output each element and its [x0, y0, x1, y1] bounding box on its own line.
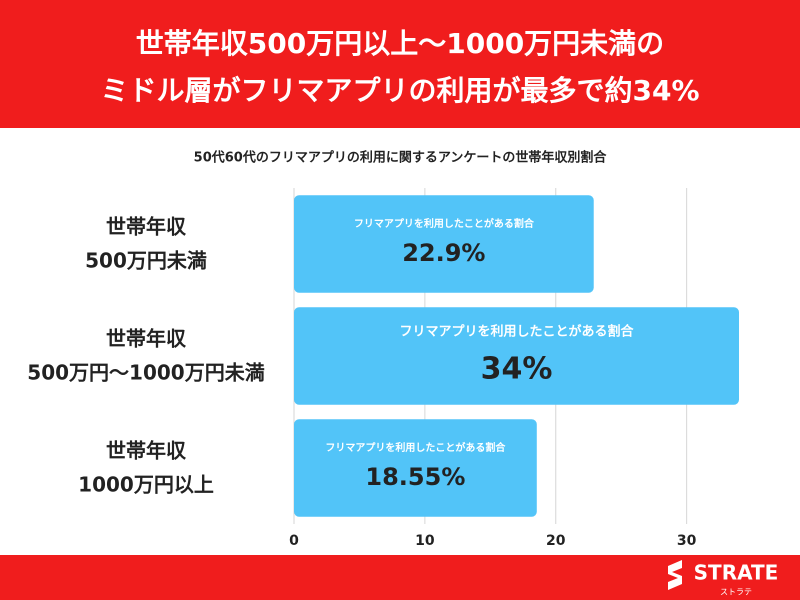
- chart-title: ミドル層がフリマアプリの利用が最多で約34%: [100, 74, 699, 107]
- chart-subtitle: 50代60代のフリマアプリの利用に関するアンケートの世帯年収別割合: [194, 150, 608, 166]
- x-tick-label: 0: [289, 533, 299, 549]
- bar: [294, 307, 739, 405]
- bar-caption: フリマアプリを利用したことがある割合: [399, 324, 634, 340]
- x-tick-label: 20: [546, 533, 566, 549]
- y-tick-label: 500万円〜1000万円未満: [27, 361, 264, 385]
- y-tick-label: 世帯年収: [106, 439, 187, 463]
- chart-title: 世帯年収500万円以上〜1000万円未満の: [136, 27, 664, 60]
- bar-caption: フリマアプリを利用したことがある割合: [354, 217, 535, 230]
- y-tick-label: 世帯年収: [106, 327, 187, 351]
- brand-logo: STRATE ストラテ: [668, 560, 778, 597]
- bar-caption: フリマアプリを利用したことがある割合: [325, 441, 506, 454]
- brand-name: STRATE: [694, 561, 779, 585]
- x-tick-label: 10: [415, 533, 435, 549]
- brand-kana: ストラテ: [720, 588, 752, 597]
- bar: [294, 195, 594, 293]
- logo-icon: [668, 560, 682, 590]
- y-tick-label: 世帯年収: [106, 215, 187, 239]
- footer: [0, 555, 800, 600]
- value-label: 18.55%: [365, 463, 465, 491]
- bar: [294, 419, 537, 517]
- x-tick-label: 30: [677, 533, 697, 549]
- header: [0, 0, 800, 128]
- y-tick-label: 1000万円以上: [78, 473, 214, 497]
- y-tick-label: 500万円未満: [85, 249, 207, 273]
- value-label: 22.9%: [402, 239, 485, 267]
- value-label: 34%: [481, 352, 553, 387]
